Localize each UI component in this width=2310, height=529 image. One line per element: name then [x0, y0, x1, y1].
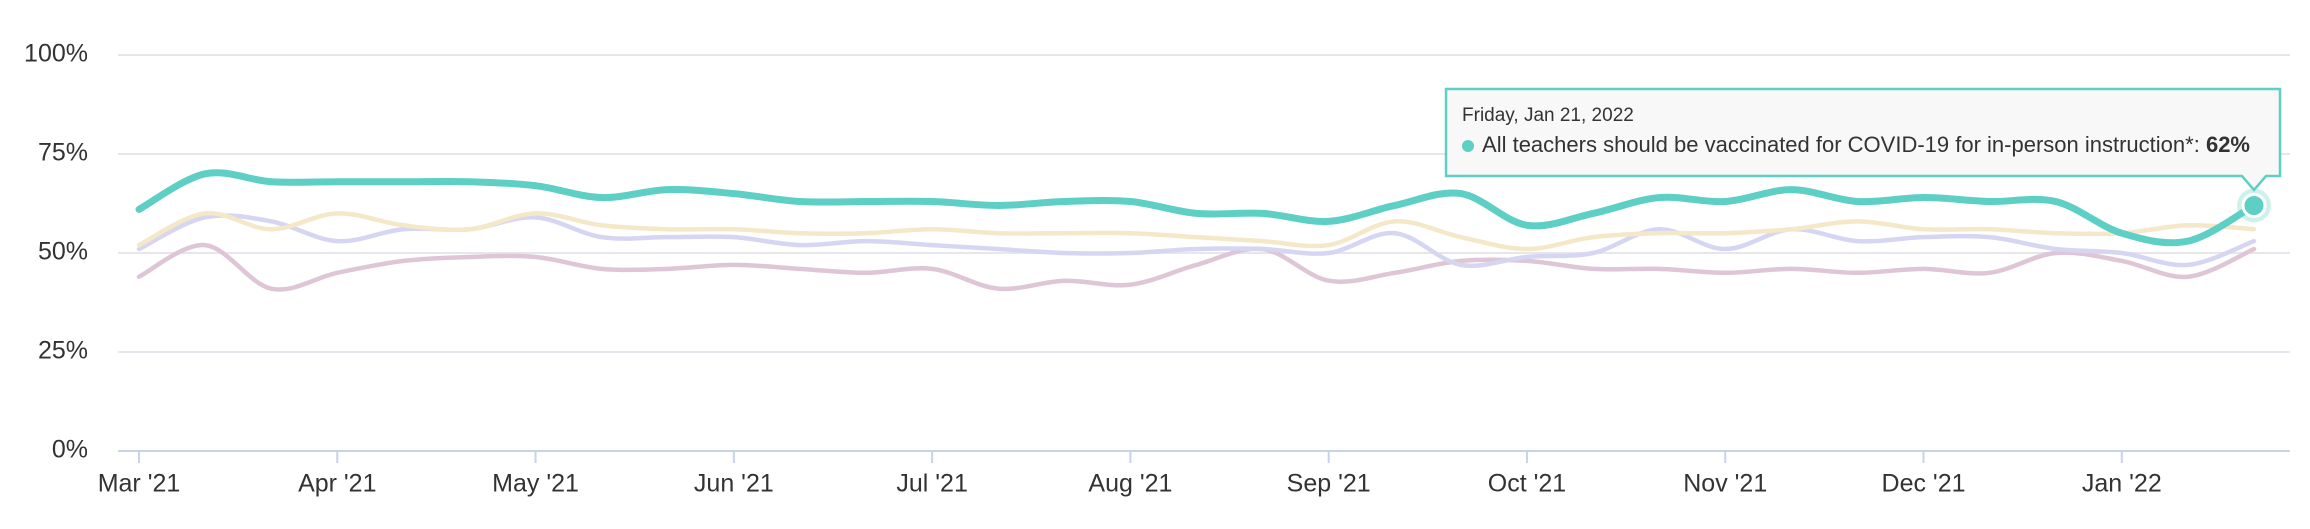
tooltip-line: All teachers should be vaccinated for CO… [1482, 132, 2250, 157]
tooltip-date: Friday, Jan 21, 2022 [1462, 105, 1634, 126]
x-tick-label: Dec '21 [1882, 470, 1966, 498]
x-tick-label: Aug '21 [1088, 470, 1172, 498]
highlight-point [2241, 192, 2267, 218]
tooltip-value: 62% [2206, 132, 2250, 157]
y-tick-label: 50% [38, 238, 88, 266]
y-tick-label: 0% [52, 436, 88, 464]
x-tick-label: Jun '21 [694, 470, 774, 498]
x-tick-label: Apr '21 [298, 470, 376, 498]
tooltip-box [1444, 87, 2282, 192]
tooltip-swatch [1462, 140, 1475, 152]
x-tick-label: May '21 [492, 470, 579, 498]
y-tick-label: 100% [24, 40, 88, 68]
y-tick-label: 75% [38, 139, 88, 167]
series-line [136, 242, 2257, 292]
series-line [135, 169, 2258, 247]
series-line [136, 210, 2257, 252]
x-tick-label: Sep '21 [1287, 470, 1371, 498]
tooltip: Friday, Jan 21, 2022 All teachers should … [1444, 87, 2282, 192]
x-tick-label: Nov '21 [1683, 470, 1767, 498]
x-tick-label: Mar '21 [98, 470, 181, 498]
x-tick-label: Jan '22 [2082, 470, 2162, 498]
tooltip-series-name: All teachers should be vaccinated for CO… [1482, 132, 2194, 157]
x-tick-label: Oct '21 [1488, 470, 1566, 498]
tooltip-separator: : [2194, 132, 2200, 157]
y-tick-label: 25% [38, 337, 88, 365]
x-tick-label: Jul '21 [896, 470, 967, 498]
